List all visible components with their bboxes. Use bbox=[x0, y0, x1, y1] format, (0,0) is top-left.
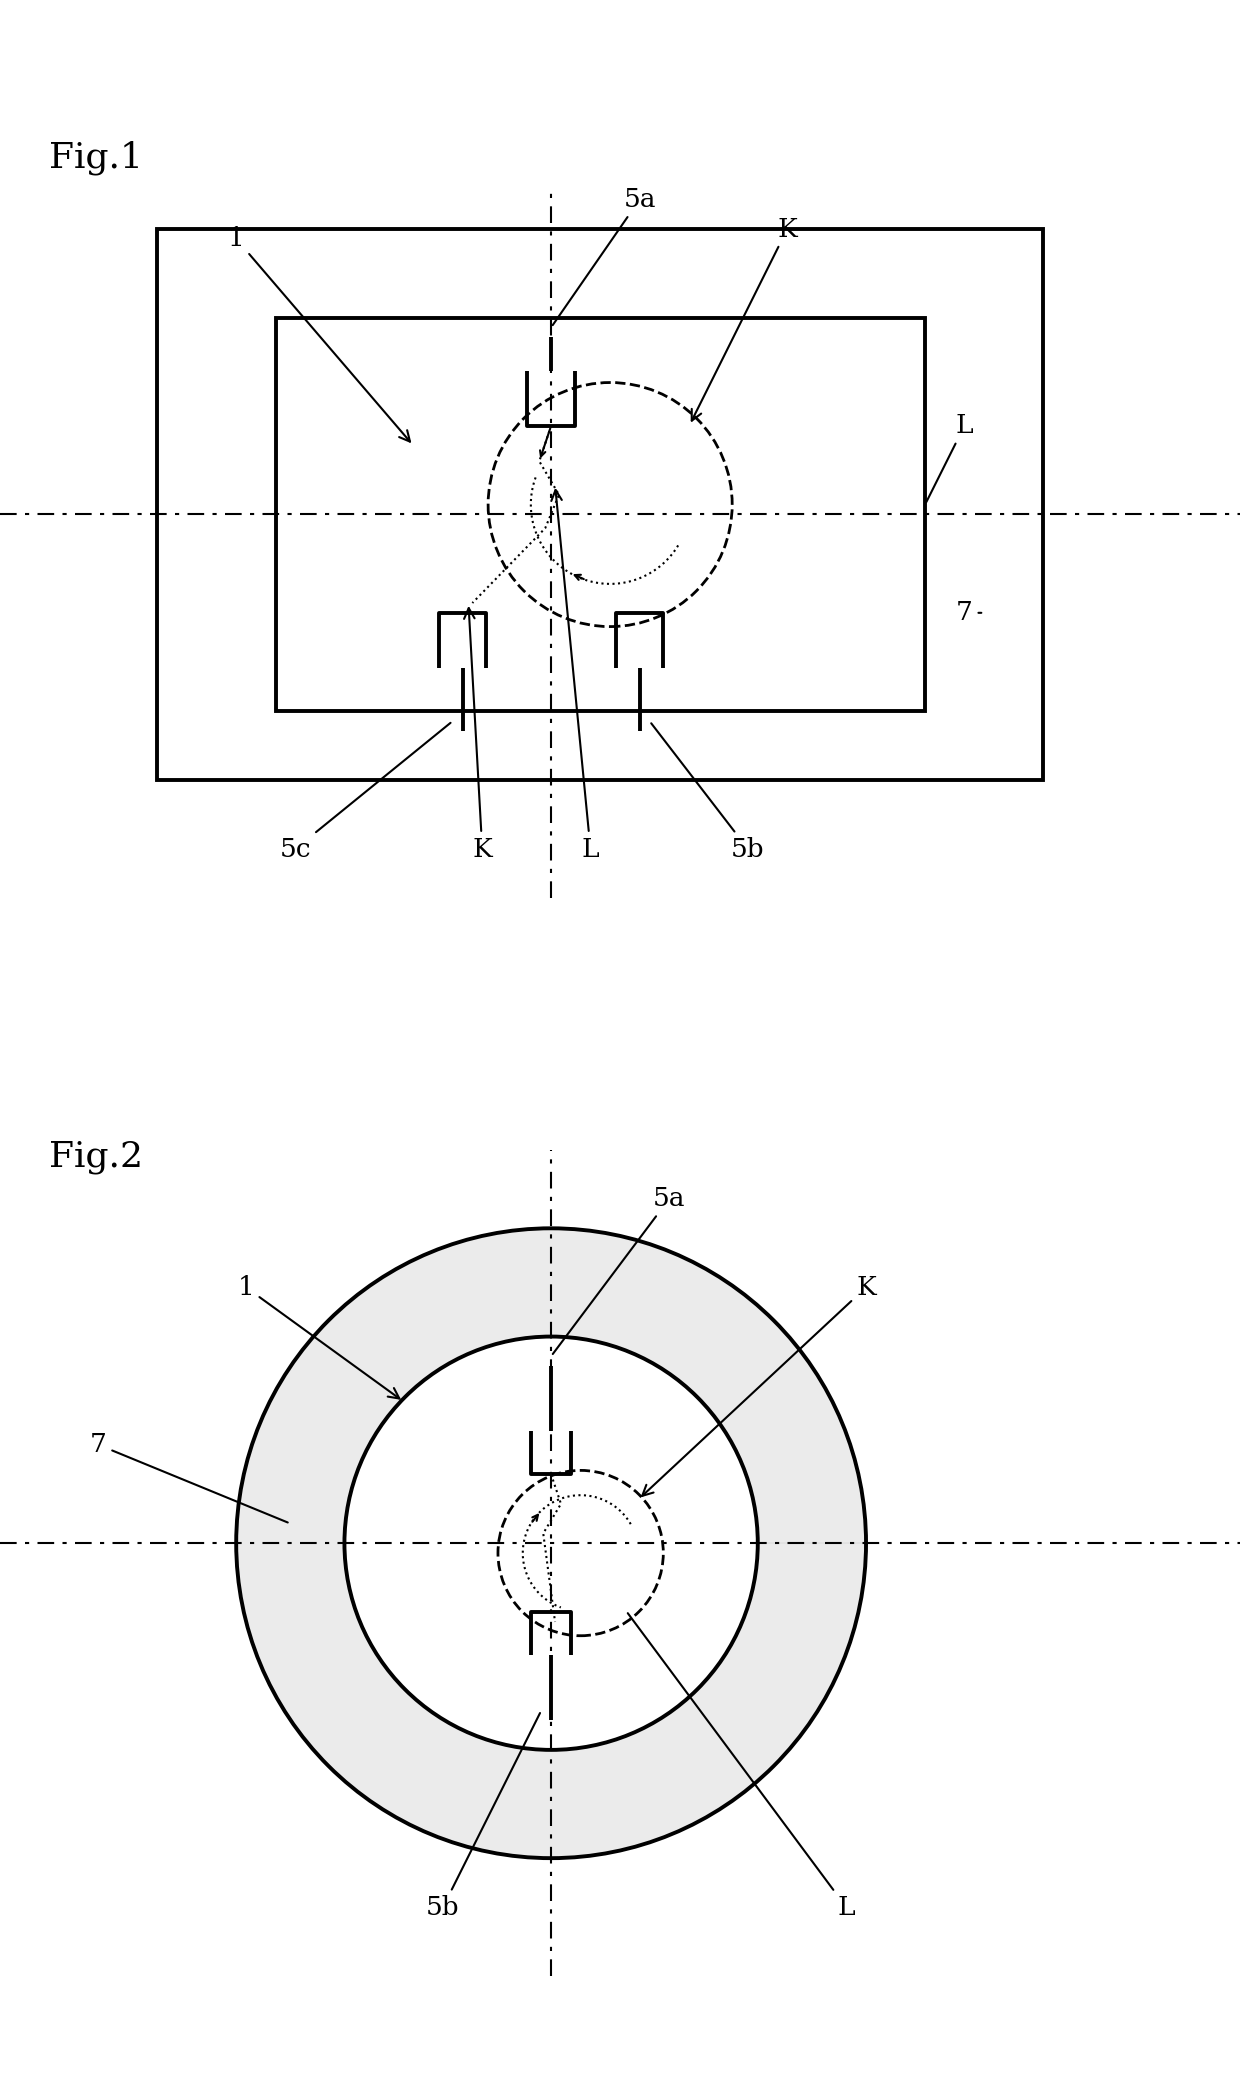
Text: 5b: 5b bbox=[651, 723, 765, 862]
Text: 7: 7 bbox=[956, 600, 981, 625]
Text: 1: 1 bbox=[228, 226, 410, 442]
Text: Fig.1: Fig.1 bbox=[50, 140, 143, 174]
Bar bbox=[275, 317, 925, 711]
Text: 5a: 5a bbox=[553, 1187, 686, 1355]
Text: 5b: 5b bbox=[427, 1713, 541, 1921]
Text: K: K bbox=[642, 1275, 875, 1495]
Text: L: L bbox=[926, 413, 973, 501]
Text: K: K bbox=[464, 608, 492, 862]
Text: 1: 1 bbox=[238, 1275, 399, 1399]
Text: K: K bbox=[692, 216, 797, 421]
Polygon shape bbox=[236, 1229, 866, 1858]
Text: 5c: 5c bbox=[279, 723, 450, 862]
Text: L: L bbox=[552, 491, 599, 862]
Text: L: L bbox=[627, 1613, 856, 1921]
Bar bbox=[157, 229, 1043, 780]
Text: Fig.2: Fig.2 bbox=[50, 1141, 143, 1174]
Text: 5a: 5a bbox=[553, 187, 656, 325]
Text: 7: 7 bbox=[91, 1432, 288, 1522]
